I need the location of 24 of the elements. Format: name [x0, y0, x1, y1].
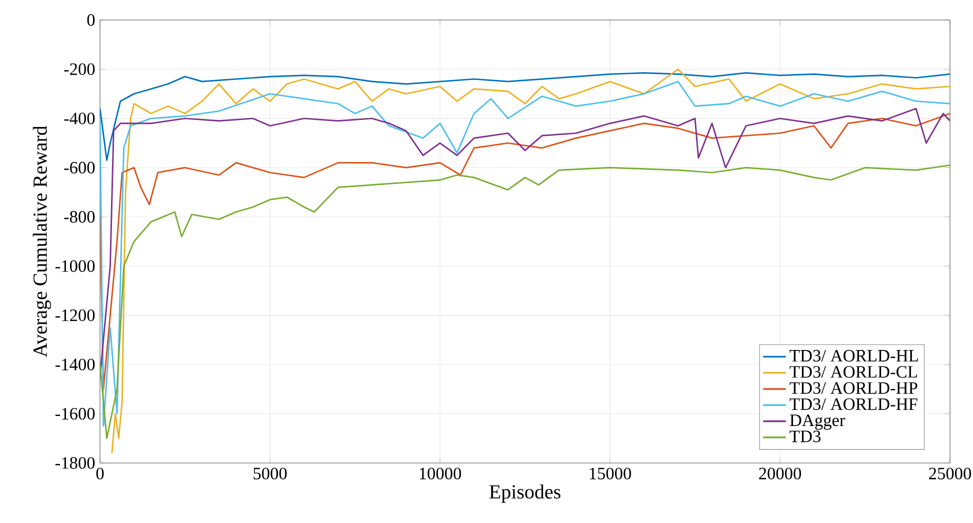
y-tick-label: -600	[64, 162, 95, 174]
legend-label: TD3/ AORLD-CL	[790, 366, 917, 378]
x-tick-label: 25000	[929, 468, 972, 480]
y-axis-title: Average Cumulative Reward	[32, 126, 52, 358]
y-tick-label: -800	[64, 211, 95, 223]
x-tick-label: 10000	[420, 468, 462, 480]
y-tick-label: -1400	[56, 358, 95, 370]
y-tick-label: -200	[64, 63, 95, 76]
y-tick-label: -1000	[56, 260, 95, 272]
legend-label: TD3/ AORLD-HP	[790, 382, 918, 394]
y-tick-label: -400	[64, 112, 95, 124]
legend-label: DAgger	[790, 414, 846, 430]
y-tick-label: -1800	[56, 457, 95, 469]
y-tick-label: -1600	[56, 408, 95, 420]
x-axis-title: Episodes	[489, 484, 560, 503]
x-tick-label: 20000	[759, 468, 802, 480]
legend-label: TD3/ AORLD-HL	[790, 350, 918, 362]
y-tick-label: -1200	[56, 309, 95, 322]
x-tick-label: 15000	[590, 468, 632, 480]
y-tick-label: 0	[87, 14, 95, 26]
x-tick-label: 5000	[254, 468, 287, 480]
x-tick-label: 0	[96, 468, 104, 480]
legend-label: TD3/ AORLD-HF	[790, 398, 918, 410]
legend-label: TD3	[790, 430, 820, 442]
